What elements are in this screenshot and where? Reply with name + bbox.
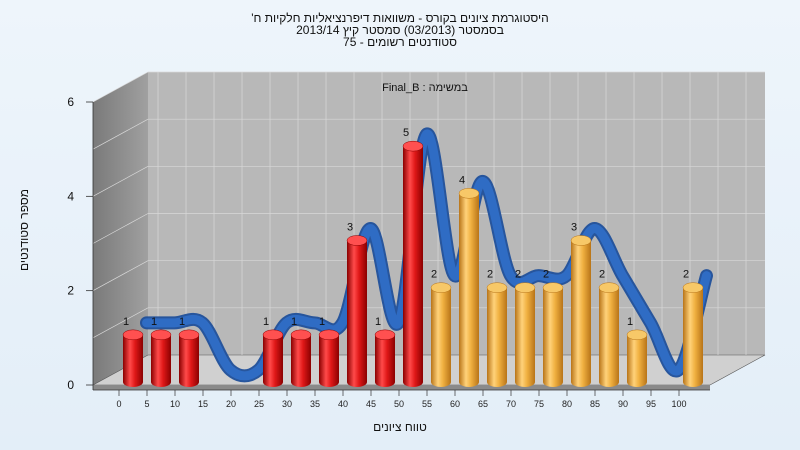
bar-value-label: 1 [151, 316, 157, 328]
bar-top [542, 282, 564, 293]
bar-value-label: 2 [599, 269, 605, 281]
x-tick-label: 40 [338, 399, 348, 409]
bar-body [375, 334, 395, 387]
bar-body [515, 287, 535, 387]
bar-body [179, 334, 199, 387]
x-tick-label: 65 [478, 399, 488, 409]
bar-top [150, 329, 172, 341]
bar-top [402, 140, 424, 152]
y-tick-label: 0 [67, 378, 74, 392]
x-tick-label: 100 [671, 399, 686, 409]
bar-body [403, 146, 423, 387]
bar-value-label: 4 [459, 174, 465, 186]
x-tick-label: 15 [198, 399, 208, 409]
bar-body [683, 287, 703, 387]
bar-body [263, 334, 283, 387]
bar-top [570, 235, 592, 246]
x-tick-label: 55 [422, 399, 432, 409]
x-tick-label: 90 [618, 399, 628, 409]
x-tick-label: 75 [534, 399, 544, 409]
x-tick-label: 35 [310, 399, 320, 409]
bar-top [486, 282, 508, 293]
bar-value-label: 2 [431, 269, 437, 281]
bar-body [319, 334, 339, 387]
bar-top [598, 282, 620, 293]
bar-value-label: 2 [543, 269, 549, 281]
bar-top [682, 282, 704, 293]
bar-body [627, 334, 647, 387]
x-tick-label: 45 [366, 399, 376, 409]
x-tick-label: 95 [646, 399, 656, 409]
x-tick-label: 60 [450, 399, 460, 409]
bar-body [543, 287, 563, 387]
y-axis-title: מספר סטודנטים [17, 188, 31, 272]
chart-title-line-3: סטודנטים רשומים - 75 [343, 35, 457, 49]
x-tick-label: 80 [562, 399, 572, 409]
bar-top [262, 329, 284, 341]
y-tick-label: 2 [67, 284, 74, 298]
bar-top [290, 329, 312, 341]
bar-value-label: 1 [319, 316, 325, 328]
bar-body [599, 287, 619, 387]
x-tick-label: 70 [506, 399, 516, 409]
x-tick-label: 30 [282, 399, 292, 409]
x-tick-label: 5 [144, 399, 149, 409]
trend-ribbon [142, 129, 711, 381]
chart-title-line-2: בסמסטר (03/2013) סמסטר קיץ 2013/14 [296, 23, 504, 37]
bar-top [122, 329, 144, 341]
x-axis-title: טווח ציונים [373, 420, 427, 434]
bar-value-label: 2 [515, 269, 521, 281]
bar-body [571, 240, 591, 387]
bar-body [291, 334, 311, 387]
gridline-left-wall [92, 213, 149, 244]
x-tick-label: 0 [116, 399, 121, 409]
bar-value-label: 1 [123, 316, 129, 328]
bar-value-label: 3 [347, 222, 353, 234]
y-tick-label: 6 [67, 95, 74, 109]
bar-value-label: 2 [683, 269, 689, 281]
bar-value-label: 1 [179, 316, 185, 328]
bar-body [459, 193, 479, 387]
gridline-left-wall [92, 118, 149, 150]
gridline-left-wall [92, 307, 149, 339]
bar-value-label: 5 [403, 127, 409, 139]
gridline-left-wall [92, 71, 149, 103]
y-tick-label: 4 [67, 189, 74, 203]
bar-top [374, 329, 396, 341]
bar-body [151, 334, 171, 387]
bar-body [487, 287, 507, 387]
bar-top [178, 329, 200, 341]
bar-value-label: 1 [627, 316, 633, 328]
bar-value-label: 2 [487, 269, 493, 281]
x-tick-label: 50 [394, 399, 404, 409]
gridline-left-wall [92, 260, 149, 291]
x-tick-label: 20 [226, 399, 236, 409]
task-annotation: במשימה : Final_B [382, 82, 468, 94]
bar-body [431, 287, 451, 387]
x-tick-label: 10 [170, 399, 180, 409]
x-tick-label: 25 [254, 399, 264, 409]
bar-body [123, 334, 143, 387]
bar-value-label: 3 [571, 222, 577, 234]
bar-value-label: 1 [263, 316, 269, 328]
bar-value-label: 1 [375, 316, 381, 328]
x-tick-label: 85 [590, 399, 600, 409]
bar-top [346, 235, 368, 246]
bar-top [514, 282, 536, 293]
bar-top [458, 188, 480, 199]
bar-top [318, 329, 340, 341]
bar-value-label: 1 [291, 316, 297, 328]
bar-top [430, 282, 452, 293]
gridline-left-wall [92, 166, 149, 197]
bar-top [626, 329, 648, 341]
chart-title-line-1: היסטוגרמת ציונים בקורס - משוואות דיפרנצי… [251, 11, 549, 25]
bar-body [347, 240, 367, 387]
